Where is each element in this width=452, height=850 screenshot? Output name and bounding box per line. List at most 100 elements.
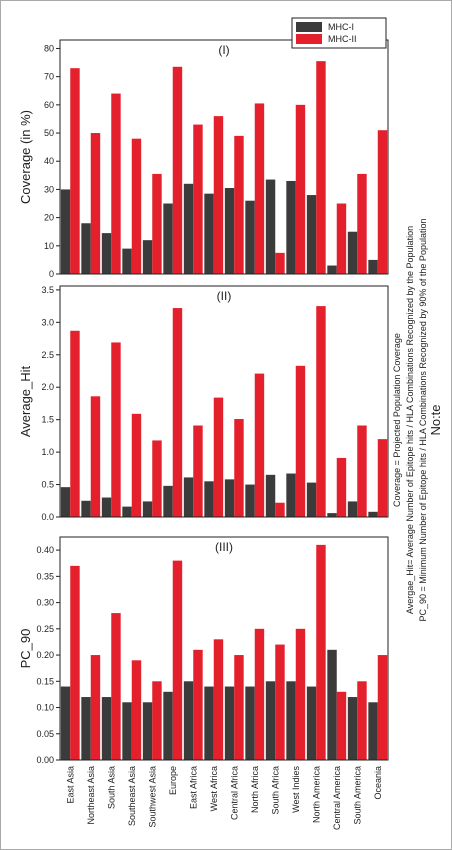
x-tick-label: West Indies xyxy=(291,766,301,813)
bar xyxy=(60,189,71,274)
y-tick-label: 2.0 xyxy=(41,382,54,392)
bar xyxy=(204,686,214,760)
y-tick-label: 1.5 xyxy=(41,415,54,425)
bar xyxy=(122,248,132,274)
bar xyxy=(234,655,244,760)
y-tick-label: 0.35 xyxy=(36,571,54,581)
y-tick-label: 0.15 xyxy=(36,676,54,686)
note-line: Avergae_Hit= Average Number of Epitope h… xyxy=(405,226,415,614)
bar xyxy=(183,681,194,760)
bar xyxy=(131,138,142,274)
bar xyxy=(204,481,214,517)
bar xyxy=(347,501,358,517)
bar xyxy=(336,457,347,517)
y-tick-label: 0.10 xyxy=(36,703,54,713)
y-tick-label: 1.0 xyxy=(41,447,54,457)
bar xyxy=(90,655,101,760)
bar xyxy=(286,473,296,517)
panel-title: (II) xyxy=(217,289,232,303)
bar xyxy=(224,479,235,517)
legend-swatch xyxy=(296,34,322,44)
bar xyxy=(368,259,378,274)
bar xyxy=(193,425,203,517)
bar xyxy=(90,133,101,274)
bar xyxy=(377,655,388,760)
bar xyxy=(142,702,153,760)
axes-frame xyxy=(59,536,389,761)
note-line: Coverage = Projected Population Coverage xyxy=(392,333,402,507)
bar xyxy=(377,130,388,274)
bar xyxy=(254,373,265,517)
y-tick-label: 0.5 xyxy=(41,480,54,490)
bar xyxy=(275,644,285,760)
bar xyxy=(111,613,121,760)
bar xyxy=(245,686,255,760)
y-tick-label: 50 xyxy=(44,128,54,138)
bar xyxy=(183,183,194,274)
bar xyxy=(131,660,142,760)
bar xyxy=(172,308,183,517)
bar xyxy=(70,330,80,517)
x-tick-label: West Africa xyxy=(209,766,219,811)
axes-frame xyxy=(59,285,389,518)
bar xyxy=(163,691,173,760)
bar xyxy=(327,513,337,517)
x-tick-label: Central America xyxy=(332,766,342,830)
bar xyxy=(245,484,255,517)
y-tick-label: 0.20 xyxy=(36,650,54,660)
bar xyxy=(81,223,91,274)
y-axis-label: Coverage (in %) xyxy=(18,110,33,204)
note-line: PC_90 = Minimum Number of Epitope hits /… xyxy=(418,219,428,622)
bar xyxy=(70,68,80,274)
bar xyxy=(254,628,265,760)
bar xyxy=(163,203,173,274)
bar xyxy=(286,681,296,760)
bar xyxy=(142,240,153,274)
bar xyxy=(316,306,326,517)
note-title: No:te xyxy=(428,404,443,435)
bar xyxy=(122,702,132,760)
bar xyxy=(101,233,112,274)
y-tick-label: 70 xyxy=(44,72,54,82)
y-axis-label: Average_Hit xyxy=(18,365,33,437)
bar xyxy=(142,501,153,517)
bar xyxy=(122,506,132,517)
panel-title: (I) xyxy=(218,43,229,57)
bar xyxy=(295,365,306,517)
bar xyxy=(357,425,367,517)
x-tick-label: East Asia xyxy=(65,766,75,804)
bar xyxy=(90,396,101,517)
y-tick-label: 10 xyxy=(44,241,54,251)
bar xyxy=(172,66,183,274)
bar xyxy=(101,497,112,517)
bar xyxy=(234,419,244,517)
bar xyxy=(213,397,224,517)
x-tick-label: North America xyxy=(311,766,321,823)
bar xyxy=(60,487,71,517)
bar xyxy=(131,413,142,517)
x-tick-label: Southeast Asia xyxy=(127,766,137,826)
bar xyxy=(347,697,358,760)
bar xyxy=(224,686,235,760)
y-tick-label: 80 xyxy=(44,43,54,53)
bar xyxy=(327,265,337,274)
bar xyxy=(286,180,296,274)
x-tick-label: South Asia xyxy=(106,766,116,809)
bar xyxy=(70,565,80,760)
bar xyxy=(213,116,224,274)
bar xyxy=(183,477,194,517)
bar xyxy=(306,195,317,274)
bar xyxy=(234,135,244,274)
x-tick-label: Central Africa xyxy=(229,766,239,820)
y-tick-label: 0 xyxy=(49,269,54,279)
bar xyxy=(111,93,121,275)
x-tick-label: North Africa xyxy=(250,766,260,813)
y-tick-label: 20 xyxy=(44,213,54,223)
y-tick-label: 0.25 xyxy=(36,624,54,634)
bar xyxy=(172,560,183,760)
y-tick-label: 3.5 xyxy=(41,285,54,295)
legend-swatch xyxy=(296,22,322,32)
y-tick-label: 30 xyxy=(44,184,54,194)
bar xyxy=(357,173,367,274)
x-tick-label: East Africa xyxy=(188,766,198,809)
